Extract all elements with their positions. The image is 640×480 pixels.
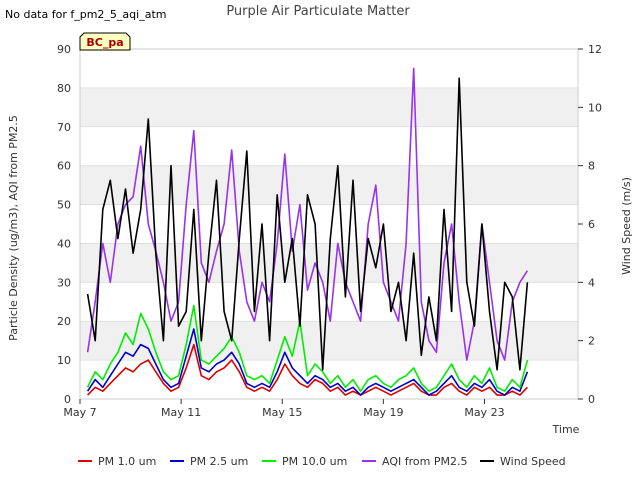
y-tick-label: 10 <box>57 354 71 367</box>
legend-label-pm10: PM 10.0 um <box>282 455 347 468</box>
background-band <box>80 87 578 127</box>
y-tick-label: 90 <box>57 43 71 56</box>
y-axis-right: 0 2 4 6 8 10 12 <box>578 43 602 406</box>
y-tick-label: 20 <box>57 315 71 328</box>
chart-title: Purple Air Particulate Matter <box>226 4 410 19</box>
x-tick-label: May 7 <box>63 406 96 419</box>
y-tick-label: 0 <box>64 393 71 406</box>
y-tick-label: 30 <box>57 276 71 289</box>
x-tick-label: May 11 <box>161 406 201 419</box>
background-band <box>80 165 578 205</box>
x-tick-label: May 23 <box>464 406 504 419</box>
y2-tick-label: 10 <box>588 101 602 114</box>
y2-tick-label: 8 <box>588 160 595 173</box>
y-tick-label: 50 <box>57 199 71 212</box>
background-band <box>80 321 578 361</box>
y2-tick-label: 4 <box>588 276 595 289</box>
y2-tick-label: 0 <box>588 393 595 406</box>
series-line-wind <box>86 77 529 371</box>
y2-axis-label: Wind Speed (m/s) <box>620 177 633 275</box>
y2-tick-label: 2 <box>588 335 595 348</box>
x-axis-label: Time <box>552 423 580 436</box>
legend-label-aqi: AQI from PM2.5 <box>382 455 467 468</box>
y-axis-left: 0 10 20 30 40 50 60 70 80 90 <box>57 43 71 406</box>
y2-tick-label: 6 <box>588 218 595 231</box>
site-label: BC_pa <box>86 36 123 49</box>
no-data-note: No data for f_pm2_5_aqi_atm <box>5 8 166 21</box>
series-line-pm10 <box>86 304 529 393</box>
x-tick-label: May 19 <box>363 406 403 419</box>
legend: PM 1.0 um PM 2.5 um PM 10.0 um AQI from PM2… <box>78 455 566 468</box>
series-line-pm1 <box>87 343 528 396</box>
y-tick-label: 80 <box>57 82 71 95</box>
y-tick-label: 70 <box>57 121 71 134</box>
y-axis-label: Particle Density (ug/m3), AQI from PM2.5 <box>7 115 20 341</box>
series-line-pm25 <box>86 328 529 396</box>
legend-label-wind: Wind Speed <box>500 455 566 468</box>
legend-label-pm25: PM 2.5 um <box>190 455 248 468</box>
legend-label-pm1: PM 1.0 um <box>98 455 156 468</box>
y2-tick-label: 12 <box>588 43 602 56</box>
series-layer <box>86 67 529 396</box>
site-label-box: BC_pa <box>79 32 131 51</box>
x-axis: May 7 May 11 May 15 May 19 May 23 <box>63 399 505 419</box>
x-tick-label: May 15 <box>262 406 302 419</box>
y-tick-label: 60 <box>57 160 71 173</box>
y-tick-label: 40 <box>57 237 71 250</box>
